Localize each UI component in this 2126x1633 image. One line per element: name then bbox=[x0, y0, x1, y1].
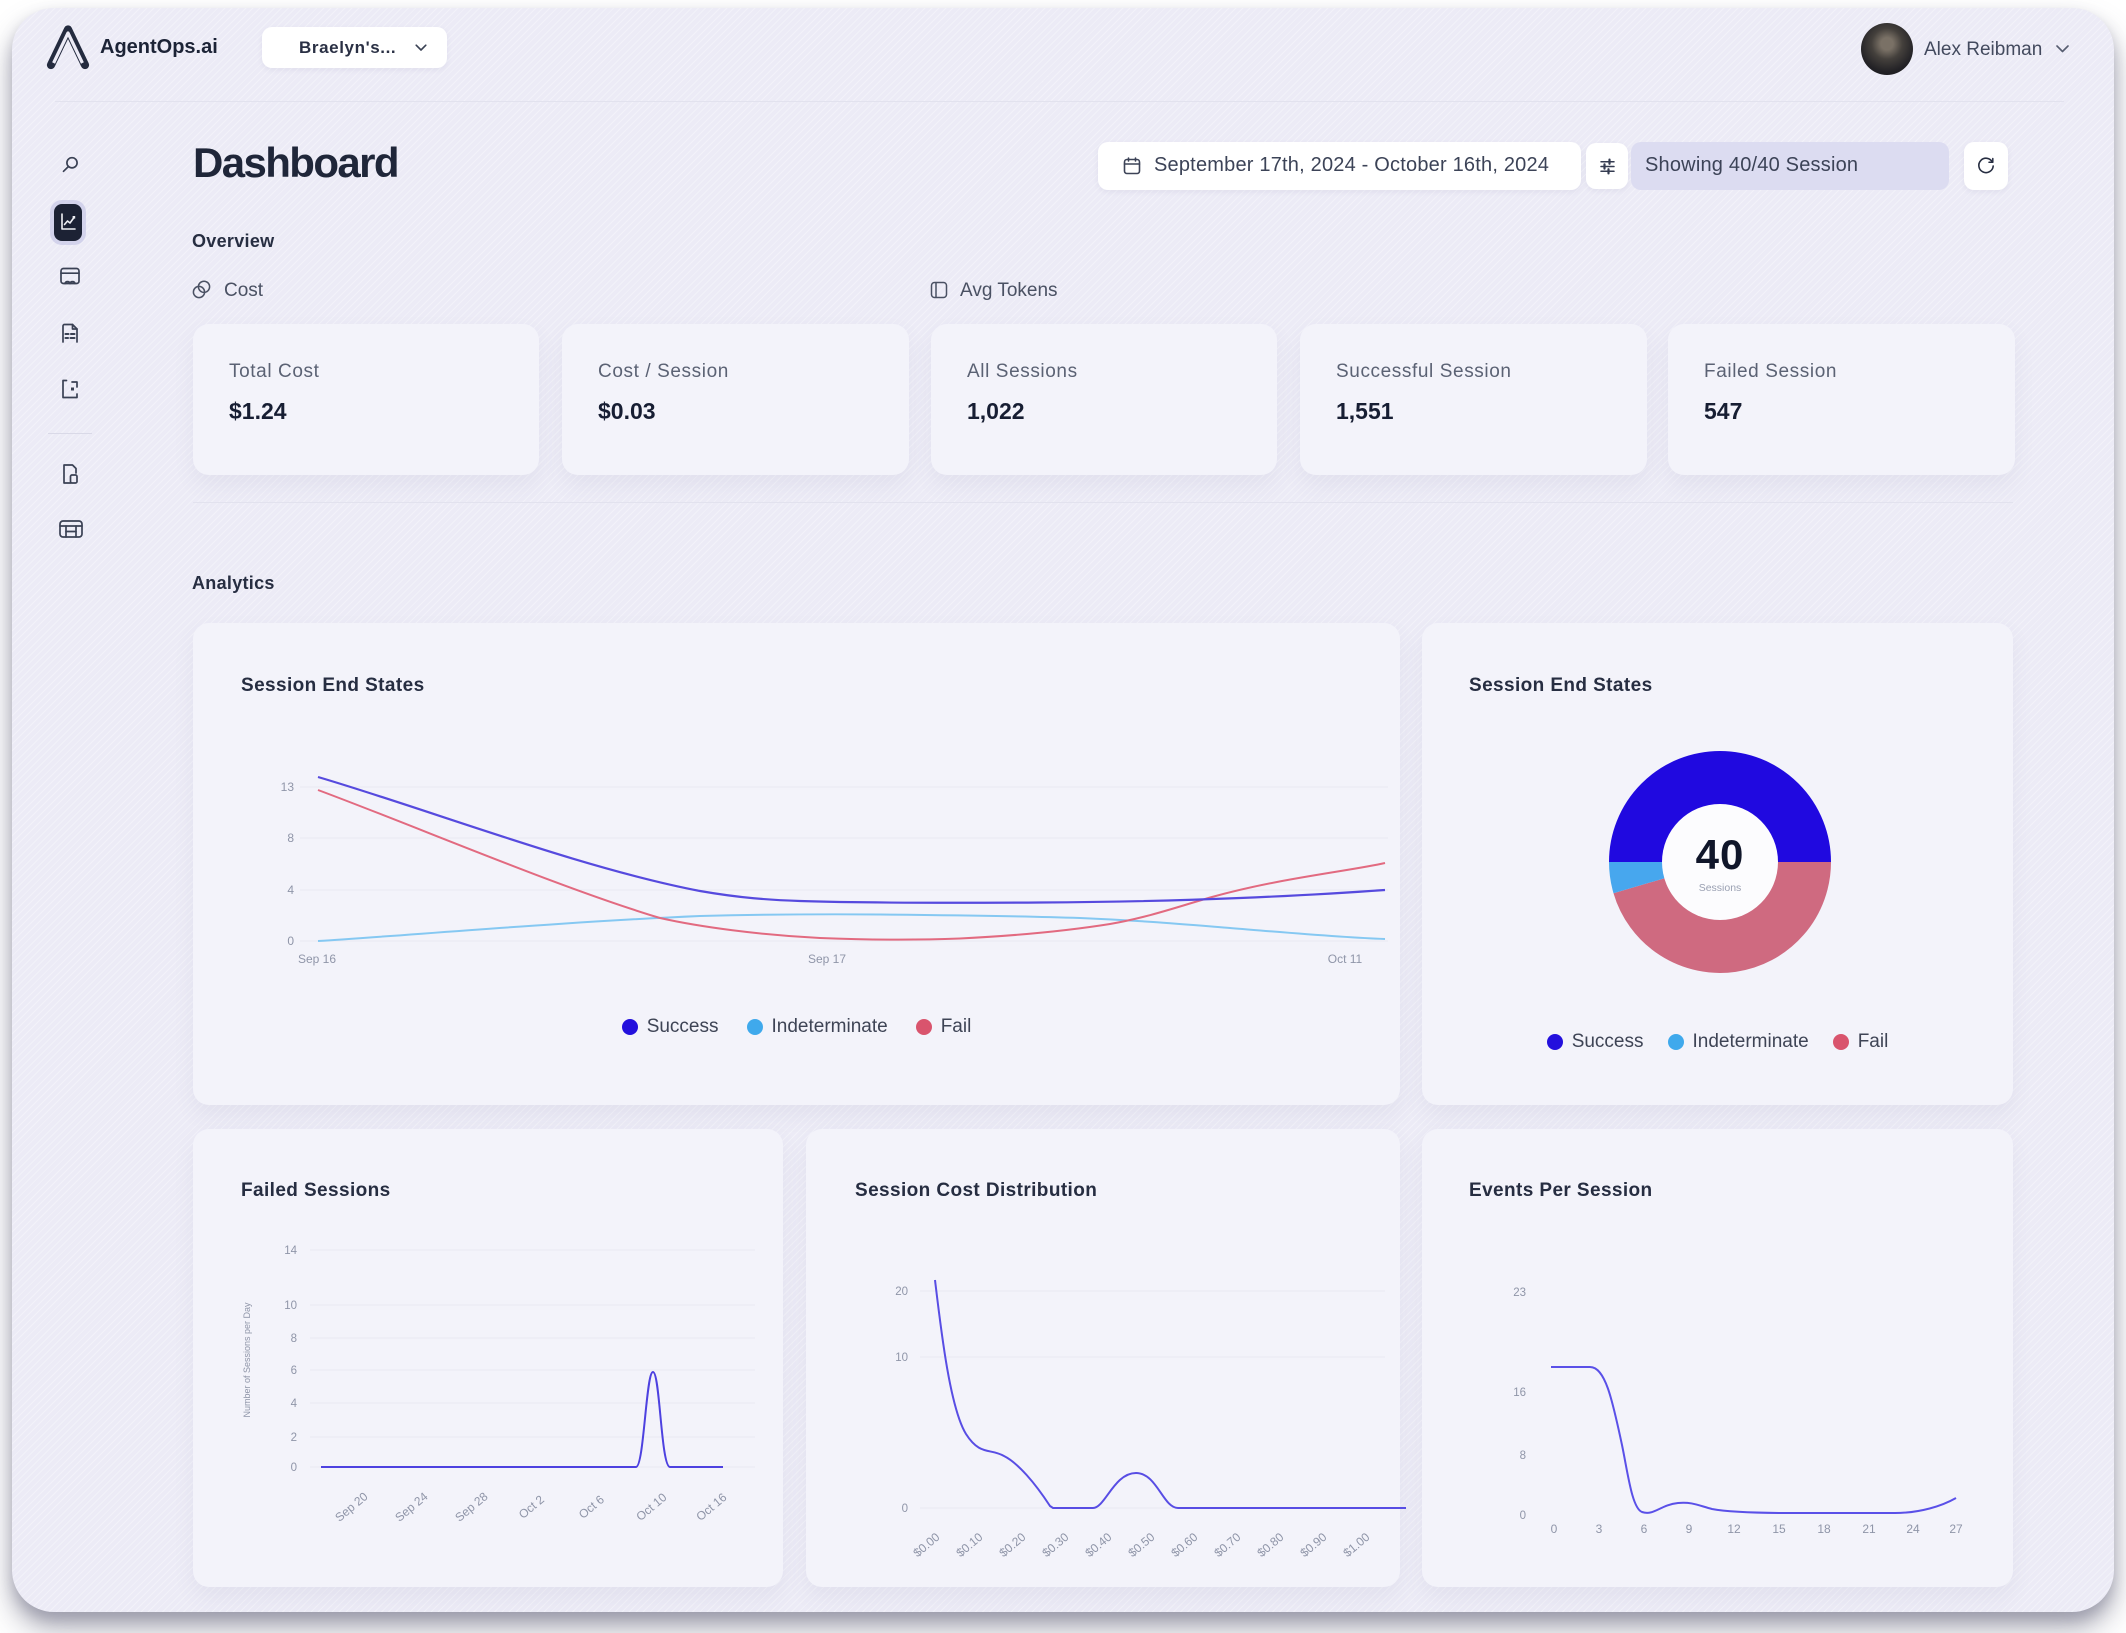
svg-text:Oct 10: Oct 10 bbox=[633, 1490, 669, 1524]
svg-text:14: 14 bbox=[284, 1245, 297, 1257]
svg-text:$0.70: $0.70 bbox=[1211, 1530, 1243, 1560]
svg-text:Sep 20: Sep 20 bbox=[332, 1489, 370, 1524]
svg-text:Oct 2: Oct 2 bbox=[516, 1492, 547, 1521]
svg-text:23: 23 bbox=[1513, 1287, 1526, 1299]
svg-text:$1.00: $1.00 bbox=[1340, 1530, 1372, 1560]
svg-text:18: 18 bbox=[1817, 1522, 1831, 1536]
svg-text:16: 16 bbox=[1513, 1387, 1526, 1399]
svg-text:Oct 11: Oct 11 bbox=[1328, 952, 1363, 966]
svg-text:Oct 16: Oct 16 bbox=[693, 1490, 729, 1524]
svg-text:Sessions: Sessions bbox=[1699, 882, 1742, 894]
svg-text:15: 15 bbox=[1772, 1522, 1786, 1536]
svg-text:$0.60: $0.60 bbox=[1168, 1530, 1200, 1560]
svg-text:Sep 17: Sep 17 bbox=[808, 952, 846, 966]
svg-text:10: 10 bbox=[895, 1352, 908, 1364]
svg-text:$0.20: $0.20 bbox=[996, 1530, 1028, 1560]
svg-text:$0.80: $0.80 bbox=[1254, 1530, 1286, 1560]
svg-text:27: 27 bbox=[1949, 1522, 1963, 1536]
svg-text:8: 8 bbox=[1520, 1450, 1526, 1462]
svg-text:Sep 24: Sep 24 bbox=[392, 1489, 430, 1524]
svg-text:0: 0 bbox=[1520, 1510, 1526, 1522]
svg-text:9: 9 bbox=[1686, 1522, 1693, 1536]
svg-text:$0.30: $0.30 bbox=[1039, 1530, 1071, 1560]
svg-text:0: 0 bbox=[287, 934, 294, 948]
svg-text:2: 2 bbox=[291, 1432, 297, 1444]
svg-text:12: 12 bbox=[1727, 1522, 1741, 1536]
svg-text:4: 4 bbox=[291, 1398, 298, 1410]
svg-text:6: 6 bbox=[291, 1365, 297, 1377]
svg-text:8: 8 bbox=[291, 1333, 297, 1345]
svg-text:0: 0 bbox=[902, 1503, 908, 1515]
svg-text:$0.50: $0.50 bbox=[1125, 1530, 1157, 1560]
svg-text:$0.10: $0.10 bbox=[953, 1530, 985, 1560]
svg-text:4: 4 bbox=[287, 883, 294, 897]
svg-text:0: 0 bbox=[1551, 1522, 1558, 1536]
svg-text:8: 8 bbox=[287, 831, 294, 845]
svg-text:Oct 6: Oct 6 bbox=[576, 1492, 607, 1521]
svg-text:40: 40 bbox=[1696, 831, 1745, 878]
svg-text:3: 3 bbox=[1596, 1522, 1603, 1536]
svg-text:24: 24 bbox=[1906, 1522, 1920, 1536]
svg-text:10: 10 bbox=[284, 1300, 297, 1312]
svg-text:Sep 28: Sep 28 bbox=[452, 1489, 490, 1524]
svg-text:$0.40: $0.40 bbox=[1082, 1530, 1114, 1560]
svg-text:13: 13 bbox=[281, 780, 295, 794]
svg-text:$0.90: $0.90 bbox=[1297, 1530, 1329, 1560]
svg-text:21: 21 bbox=[1862, 1522, 1876, 1536]
svg-text:0: 0 bbox=[291, 1462, 297, 1474]
svg-text:Sep 16: Sep 16 bbox=[298, 952, 336, 966]
svg-text:Number of Sessions per Day: Number of Sessions per Day bbox=[242, 1302, 252, 1418]
svg-text:6: 6 bbox=[1641, 1522, 1648, 1536]
svg-text:20: 20 bbox=[895, 1286, 908, 1298]
svg-text:$0.00: $0.00 bbox=[910, 1530, 942, 1560]
